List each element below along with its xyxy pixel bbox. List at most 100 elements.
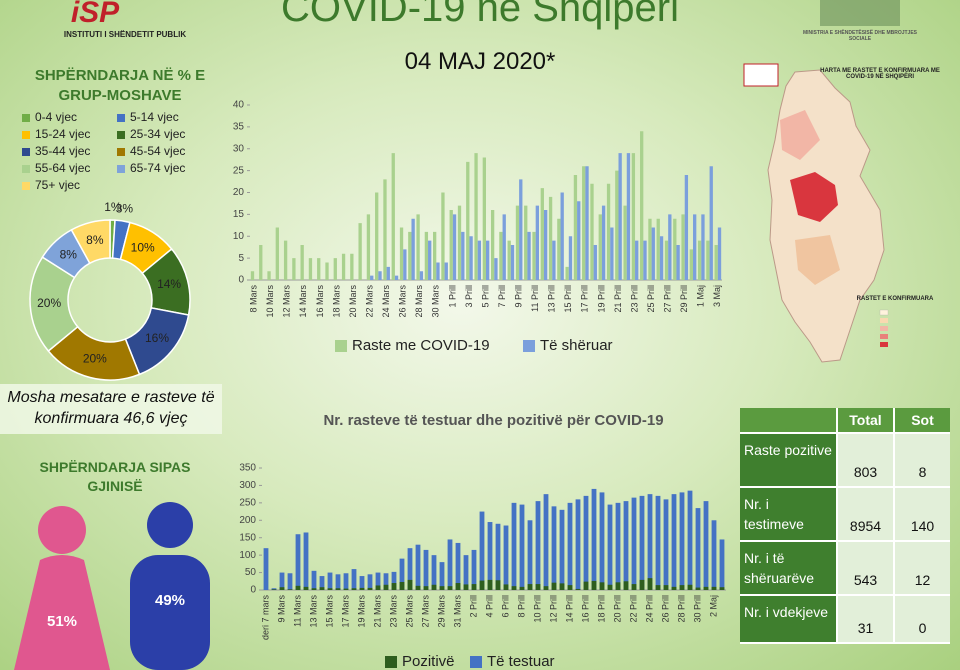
bar (300, 245, 304, 280)
x-tick-label: 8 Mars (249, 285, 259, 313)
data-label: 20% (37, 296, 61, 310)
x-tick-label: 20 Prill (612, 595, 622, 623)
bar (287, 573, 293, 590)
x-tick-label: 14 Prill (564, 595, 574, 623)
bar (375, 192, 379, 280)
bar (679, 585, 685, 590)
bar (519, 504, 525, 590)
data-label: 10% (131, 241, 155, 255)
bar (519, 179, 523, 280)
map-legend-swatch (880, 342, 888, 347)
bar (407, 579, 413, 590)
y-tick-label: 200 (239, 515, 256, 526)
bar (411, 218, 415, 280)
average-age: Mosha mesatare e rasteve të konfirmuara … (0, 384, 222, 434)
legend-label: 25-34 vjec (130, 127, 185, 141)
legend-label: 55-64 vjec (35, 161, 90, 175)
bar (599, 492, 605, 590)
bar (635, 240, 639, 280)
bar (631, 153, 636, 280)
bar (325, 262, 329, 280)
bar (543, 586, 549, 590)
bar (367, 587, 373, 590)
bar (656, 218, 660, 280)
bar (647, 578, 653, 590)
table-header: Total Sot (740, 408, 950, 434)
bar (655, 495, 661, 590)
header-cell: Total (836, 408, 893, 432)
bar (250, 271, 255, 280)
bar (319, 587, 325, 590)
y-tick-label: 100 (239, 550, 256, 561)
bar (643, 240, 647, 280)
x-tick-label: 10 Mars (265, 285, 275, 318)
bar (647, 494, 653, 590)
bar (415, 544, 421, 590)
y-tick-label: 0 (238, 275, 244, 286)
y-tick-label: 5 (238, 253, 244, 264)
bar (474, 153, 478, 280)
gender-title: SHPËRNDARJA SIPAS GJINISË (39, 459, 191, 494)
bar (477, 240, 482, 280)
bar (631, 497, 637, 590)
x-tick-label: 1 Maj (696, 285, 706, 307)
bar (455, 542, 461, 590)
bar (527, 231, 531, 280)
bar (618, 153, 622, 280)
tests-chart-title: Nr. rasteve të testuar dhe pozitivë për … (323, 412, 664, 429)
table-cell: 12 (893, 542, 950, 594)
bar (295, 585, 301, 590)
bar (565, 266, 569, 280)
table-row: Raste pozitive 803 8 (740, 434, 950, 488)
table-cell: 543 (836, 542, 893, 594)
x-tick-label: 9 Prill (513, 285, 523, 308)
map (743, 63, 889, 363)
bar (267, 271, 271, 280)
bar (295, 534, 301, 590)
x-tick-label: 20 Mars (348, 285, 358, 318)
bar (693, 214, 697, 280)
bar (551, 582, 557, 590)
legend-swatch (117, 131, 125, 139)
bar (585, 166, 589, 280)
bar (573, 175, 578, 280)
table-cell: 31 (836, 596, 893, 642)
bar (535, 205, 539, 280)
table-row: Nr. i vdekjeve 31 0 (740, 596, 950, 644)
bar (441, 192, 445, 280)
x-tick-label: 2 Prill (468, 595, 478, 618)
bar (415, 585, 421, 590)
bar (507, 240, 511, 280)
bar (676, 245, 680, 280)
bar (510, 245, 515, 280)
bar (444, 262, 448, 280)
bar (663, 585, 669, 590)
x-tick-label: 13 Prill (547, 285, 557, 313)
bar (671, 494, 677, 590)
x-tick-label: 17 Mars (340, 595, 350, 628)
bar (548, 196, 553, 280)
y-tick-label: 30 (233, 143, 245, 154)
bar (711, 586, 717, 590)
bar (271, 588, 277, 590)
logo-mark: iSP (71, 0, 120, 29)
bar (279, 587, 285, 590)
bar (436, 262, 440, 280)
bar (431, 584, 437, 590)
legend-swatch (22, 114, 30, 122)
bar (511, 586, 517, 590)
bar (575, 588, 581, 590)
map-legend-swatch (880, 326, 888, 331)
bar (424, 231, 429, 280)
bar (535, 584, 541, 590)
bar (540, 188, 544, 280)
bar (408, 231, 412, 280)
bar (687, 490, 693, 590)
x-tick-label: 18 Mars (331, 285, 341, 318)
bar (591, 488, 597, 590)
x-tick-label: deri 7 mars (260, 595, 270, 641)
bar (494, 258, 498, 280)
bar (490, 210, 495, 280)
summary-table: Total Sot Raste pozitive 803 8 Nr. i testim… (740, 408, 950, 644)
bar (259, 245, 263, 280)
